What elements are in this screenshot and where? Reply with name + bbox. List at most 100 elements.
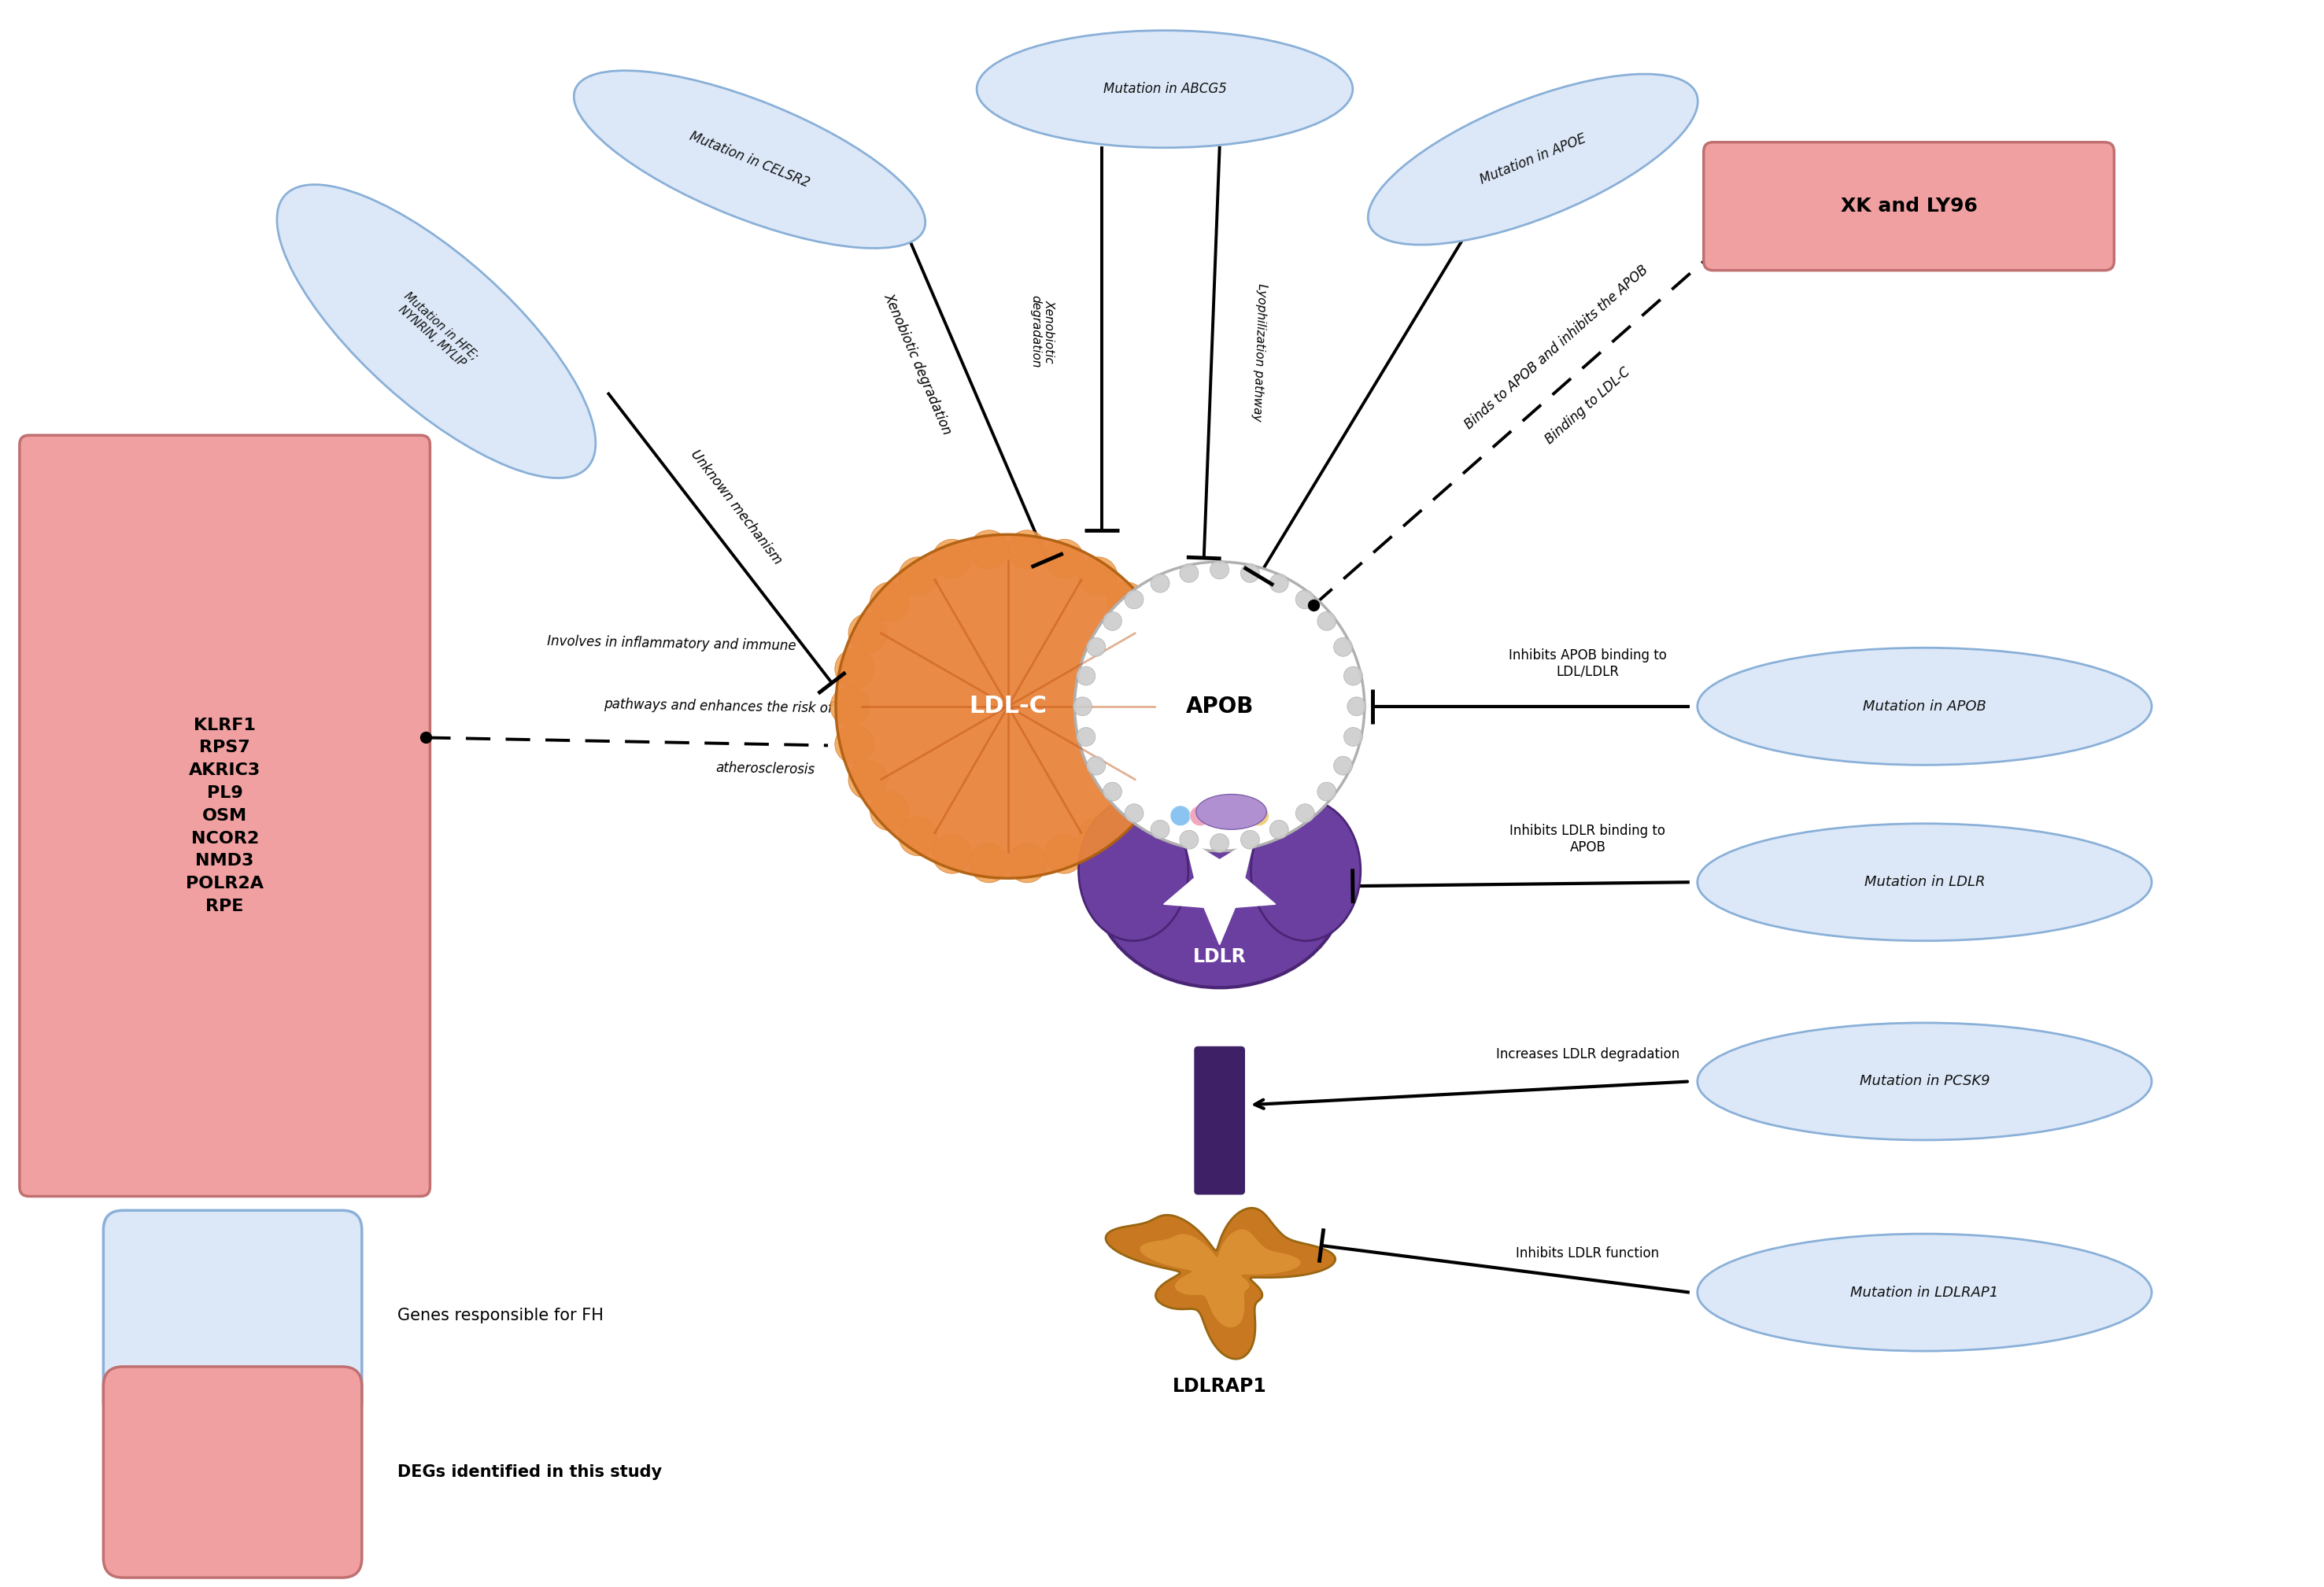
Text: LDLR: LDLR xyxy=(1192,947,1246,966)
Circle shape xyxy=(1141,725,1181,763)
Ellipse shape xyxy=(277,184,595,478)
Text: Mutation in LDLRAP1: Mutation in LDLRAP1 xyxy=(1850,1285,1999,1300)
Circle shape xyxy=(1009,530,1046,570)
Ellipse shape xyxy=(1095,784,1346,987)
Circle shape xyxy=(1343,727,1362,746)
Text: LDL-C: LDL-C xyxy=(969,695,1048,717)
Circle shape xyxy=(1074,562,1364,851)
Ellipse shape xyxy=(1697,647,2152,765)
FancyBboxPatch shape xyxy=(19,435,430,1197)
Circle shape xyxy=(1211,560,1229,579)
Circle shape xyxy=(899,817,939,855)
Circle shape xyxy=(1009,844,1046,882)
Circle shape xyxy=(1150,574,1169,592)
Circle shape xyxy=(1106,582,1146,621)
Text: Involves in inflammatory and immune: Involves in inflammatory and immune xyxy=(546,635,795,654)
Text: Unknown mechanism: Unknown mechanism xyxy=(688,448,786,567)
Circle shape xyxy=(969,530,1009,570)
Ellipse shape xyxy=(1697,824,2152,941)
Text: DEGs identified in this study: DEGs identified in this study xyxy=(397,1465,662,1481)
Circle shape xyxy=(1088,638,1106,657)
Text: Increases LDLR degradation: Increases LDLR degradation xyxy=(1497,1047,1680,1062)
Text: LDLRAP1: LDLRAP1 xyxy=(1171,1378,1267,1395)
Circle shape xyxy=(1078,557,1118,597)
Ellipse shape xyxy=(1697,1233,2152,1351)
Circle shape xyxy=(1076,727,1095,746)
Circle shape xyxy=(1229,806,1250,825)
Text: Binds to APOB and inhibits the APOB: Binds to APOB and inhibits the APOB xyxy=(1462,262,1650,432)
Text: XK and LY96: XK and LY96 xyxy=(1841,197,1978,216)
Text: Xenobiotic
degradation: Xenobiotic degradation xyxy=(1030,295,1055,368)
Ellipse shape xyxy=(976,30,1353,148)
Ellipse shape xyxy=(574,70,925,248)
Circle shape xyxy=(869,792,909,830)
Text: Mutation in PCSK9: Mutation in PCSK9 xyxy=(1859,1074,1989,1089)
Circle shape xyxy=(1076,667,1095,686)
Circle shape xyxy=(834,725,874,763)
Circle shape xyxy=(1297,590,1315,609)
Ellipse shape xyxy=(1369,75,1699,244)
Text: Mutation in APOB: Mutation in APOB xyxy=(1864,700,1987,714)
Text: Lyophilization pathway: Lyophilization pathway xyxy=(1250,284,1269,422)
Circle shape xyxy=(1248,806,1269,825)
Circle shape xyxy=(1043,540,1083,578)
Circle shape xyxy=(1125,590,1143,609)
Circle shape xyxy=(1125,805,1143,822)
Circle shape xyxy=(1181,563,1199,582)
Ellipse shape xyxy=(1197,794,1267,830)
Circle shape xyxy=(1190,806,1211,825)
Circle shape xyxy=(1129,760,1167,800)
Polygon shape xyxy=(1106,1208,1336,1358)
Circle shape xyxy=(1104,611,1122,630)
Circle shape xyxy=(1241,563,1260,582)
Circle shape xyxy=(899,557,939,597)
Circle shape xyxy=(1150,820,1169,840)
Circle shape xyxy=(1171,806,1190,825)
Polygon shape xyxy=(1139,1230,1301,1327)
Ellipse shape xyxy=(1250,800,1360,941)
Circle shape xyxy=(969,844,1009,882)
Circle shape xyxy=(1269,820,1287,840)
Circle shape xyxy=(1129,614,1167,652)
Text: Mutation in APOE: Mutation in APOE xyxy=(1478,132,1587,187)
Text: KLRF1
RPS7
AKRIC3
PL9
OSM
NCOR2
NMD3
POLR2A
RPE: KLRF1 RPS7 AKRIC3 PL9 OSM NCOR2 NMD3 POL… xyxy=(186,717,263,914)
Circle shape xyxy=(1208,806,1229,825)
FancyBboxPatch shape xyxy=(1703,143,2115,270)
Circle shape xyxy=(1297,805,1315,822)
Circle shape xyxy=(1106,792,1146,830)
Circle shape xyxy=(1343,667,1362,686)
Circle shape xyxy=(932,835,971,873)
Circle shape xyxy=(1241,830,1260,849)
Circle shape xyxy=(1334,757,1353,774)
Text: Xenobiotic degradation: Xenobiotic degradation xyxy=(881,290,955,436)
Circle shape xyxy=(1269,574,1287,592)
Circle shape xyxy=(1104,782,1122,801)
Text: Binding to LDL-C: Binding to LDL-C xyxy=(1543,365,1634,446)
Ellipse shape xyxy=(1697,1024,2152,1139)
Circle shape xyxy=(1146,687,1185,725)
Circle shape xyxy=(1211,833,1229,852)
FancyBboxPatch shape xyxy=(102,1211,363,1422)
Circle shape xyxy=(1078,817,1118,855)
Text: Mutation in CELSR2: Mutation in CELSR2 xyxy=(688,129,811,190)
Text: Inhibits LDLR function: Inhibits LDLR function xyxy=(1515,1246,1659,1260)
Circle shape xyxy=(1348,697,1367,716)
Circle shape xyxy=(830,687,869,725)
Circle shape xyxy=(1181,830,1199,849)
Text: Genes responsible for FH: Genes responsible for FH xyxy=(397,1308,604,1324)
Text: APOB: APOB xyxy=(1185,695,1253,717)
Circle shape xyxy=(848,614,888,652)
Circle shape xyxy=(848,760,888,800)
Circle shape xyxy=(837,535,1181,878)
Text: Mutation in ABCG5: Mutation in ABCG5 xyxy=(1104,83,1227,97)
FancyBboxPatch shape xyxy=(102,1366,363,1577)
Ellipse shape xyxy=(1078,800,1188,941)
Circle shape xyxy=(1141,649,1181,689)
Text: atherosclerosis: atherosclerosis xyxy=(716,760,816,778)
Text: Mutation in LDLR: Mutation in LDLR xyxy=(1864,874,1985,889)
Circle shape xyxy=(834,649,874,689)
Circle shape xyxy=(869,582,909,621)
Circle shape xyxy=(1318,782,1336,801)
Text: Inhibits APOB binding to
LDL/LDLR: Inhibits APOB binding to LDL/LDLR xyxy=(1508,647,1666,679)
Text: Inhibits LDLR binding to
APOB: Inhibits LDLR binding to APOB xyxy=(1511,824,1666,854)
